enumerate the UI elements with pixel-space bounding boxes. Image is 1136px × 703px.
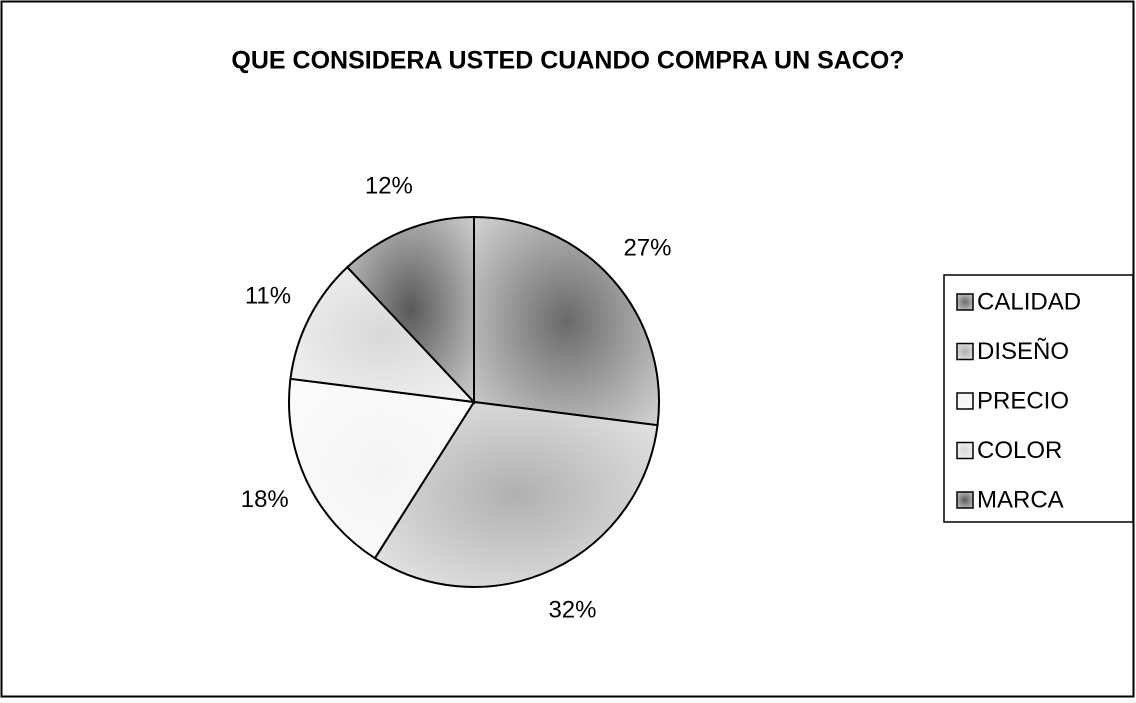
- legend-swatch: [956, 342, 974, 361]
- chart-title: QUE CONSIDERA USTED CUANDO COMPRA UN SAC…: [231, 47, 904, 75]
- pie-slice: [288, 377, 476, 560]
- pie-slice: [289, 265, 477, 404]
- legend-swatch: [956, 491, 974, 509]
- pie-slice: [473, 215, 660, 427]
- legend-label: MARCA: [977, 486, 1064, 513]
- data-label: 18%: [241, 486, 289, 513]
- legend-swatch: [956, 441, 974, 460]
- pie-slice: [345, 215, 475, 405]
- data-label: 11%: [245, 282, 291, 309]
- legend-label: PRECIO: [977, 387, 1069, 414]
- legend-label: DISEÑO: [977, 338, 1069, 365]
- legend-label: CALIDAD: [977, 288, 1081, 315]
- data-label: 32%: [548, 597, 596, 624]
- legend-label: COLOR: [977, 437, 1062, 464]
- legend-swatch: [956, 392, 974, 410]
- data-label: 27%: [623, 234, 671, 261]
- legend-swatch: [956, 293, 974, 311]
- legend-box: [943, 274, 1134, 523]
- data-label: 12%: [365, 172, 413, 199]
